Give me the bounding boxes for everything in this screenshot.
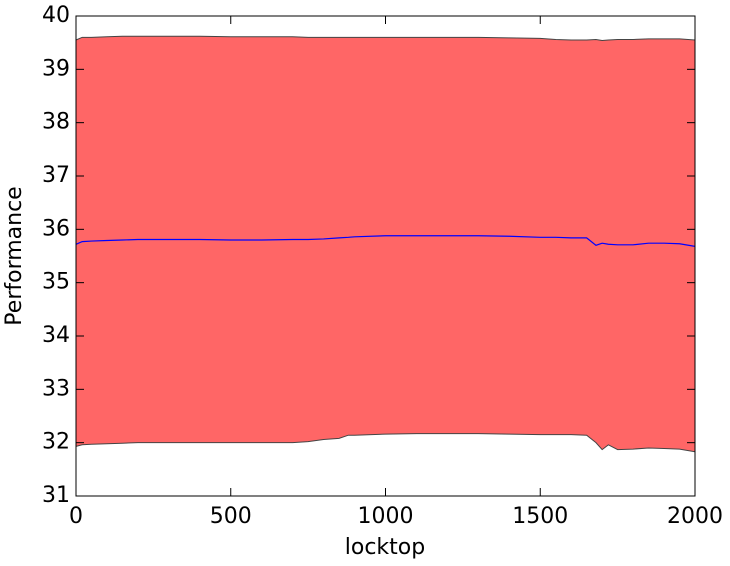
y-tick-label: 40 [42,3,70,28]
band-area [76,36,695,452]
x-tick-label: 500 [210,504,252,529]
y-tick-label: 38 [42,110,70,135]
x-axis-label: locktop [345,535,425,560]
y-tick-label: 37 [42,163,70,188]
y-tick-label: 32 [42,430,70,455]
x-tick-label: 0 [69,504,83,529]
band-upper-edge [75,35,696,42]
y-tick-label: 33 [42,376,70,401]
mean-line [75,235,696,247]
x-tick-label: 1500 [512,504,568,529]
band-lower-edge [75,433,696,453]
y-tick-label: 36 [42,216,70,241]
y-axis-label: Performance [2,186,27,325]
y-tick-label: 39 [42,56,70,81]
y-tick-label: 34 [42,323,70,348]
x-tick-label: 1000 [358,504,414,529]
y-tick-label: 35 [42,270,70,295]
y-tick-label: 31 [42,483,70,508]
x-tick-label: 2000 [667,504,723,529]
